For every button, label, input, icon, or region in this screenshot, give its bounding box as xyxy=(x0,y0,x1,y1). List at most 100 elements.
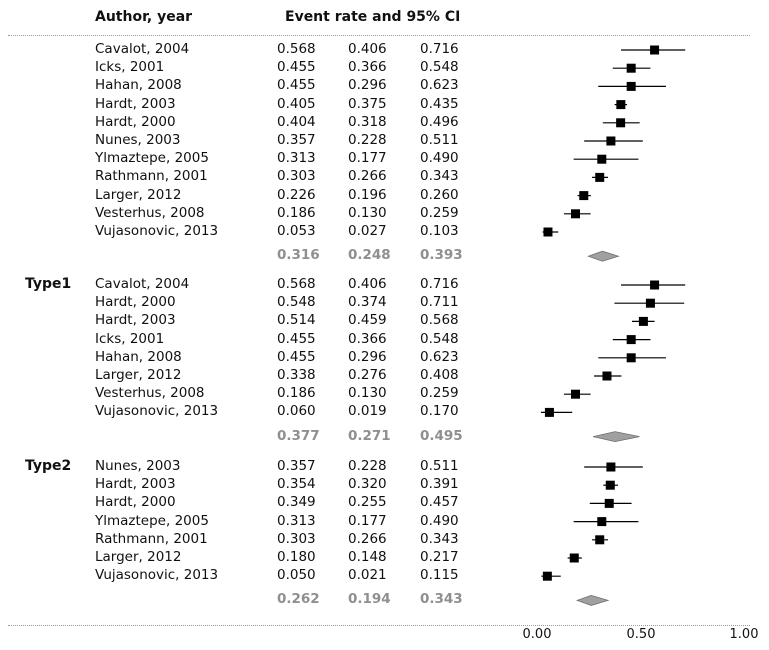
x-tick-label: 1.00 xyxy=(729,627,759,642)
event-rate: 0.186 xyxy=(277,204,316,221)
study-name: Larger, 2012 xyxy=(95,186,182,203)
lower-limit: 0.255 xyxy=(348,494,387,511)
summary-upper: 0.343 xyxy=(420,591,463,608)
study-name: Vesterhus, 2008 xyxy=(95,385,205,402)
lower-limit: 0.148 xyxy=(348,549,387,565)
upper-limit: 0.343 xyxy=(420,530,459,547)
event-rate: 0.313 xyxy=(277,512,316,529)
point-estimate-marker xyxy=(626,353,636,363)
study-name: Hardt, 2000 xyxy=(95,494,176,511)
event-rate: 0.180 xyxy=(277,549,316,565)
lower-limit: 0.318 xyxy=(348,113,387,130)
upper-limit: 0.259 xyxy=(420,385,459,402)
summary-lower: 0.248 xyxy=(348,247,391,264)
lower-limit: 0.177 xyxy=(348,150,387,167)
point-estimate-marker xyxy=(544,407,554,417)
point-estimate-marker xyxy=(569,553,579,563)
study-name: Vujasonovic, 2013 xyxy=(95,223,219,239)
point-estimate-marker xyxy=(626,335,636,345)
event-rate: 0.514 xyxy=(277,312,316,329)
upper-limit: 0.408 xyxy=(420,367,459,383)
upper-limit: 0.548 xyxy=(420,59,459,76)
summary-rate: 0.377 xyxy=(277,427,320,444)
lower-limit: 0.196 xyxy=(348,186,387,203)
point-estimate-marker xyxy=(650,280,660,290)
point-estimate-marker xyxy=(571,209,581,219)
point-estimate-marker xyxy=(571,389,581,399)
lower-limit: 0.130 xyxy=(348,385,387,402)
lower-limit: 0.228 xyxy=(348,132,387,148)
study-name: Vujasonovic, 2013 xyxy=(95,403,219,420)
event-rate: 0.404 xyxy=(277,113,316,130)
event-rate: 0.455 xyxy=(277,348,316,365)
lower-limit: 0.459 xyxy=(348,312,387,329)
point-estimate-marker xyxy=(626,81,636,91)
study-name: Rathmann, 2001 xyxy=(95,530,208,547)
study-name: Cavalot, 2004 xyxy=(95,276,190,292)
event-rate: 0.060 xyxy=(277,403,316,420)
summary-upper: 0.393 xyxy=(420,247,463,264)
event-rate: 0.455 xyxy=(277,77,316,94)
lower-limit: 0.266 xyxy=(348,168,387,185)
point-estimate-marker xyxy=(604,498,614,508)
bottom-divider xyxy=(8,625,750,626)
lower-limit: 0.296 xyxy=(348,348,387,365)
study-name: Nunes, 2003 xyxy=(95,132,181,148)
group-label: Type2 xyxy=(25,458,72,474)
study-name: Vujasonovic, 2013 xyxy=(95,567,219,584)
point-estimate-marker xyxy=(650,45,660,55)
event-rate: 0.303 xyxy=(277,168,316,185)
lower-limit: 0.374 xyxy=(348,294,387,311)
event-rate: 0.357 xyxy=(277,458,316,474)
lower-limit: 0.027 xyxy=(348,223,387,239)
event-rate: 0.405 xyxy=(277,95,316,112)
lower-limit: 0.296 xyxy=(348,77,387,94)
point-estimate-marker xyxy=(579,191,589,201)
lower-limit: 0.019 xyxy=(348,403,387,420)
summary-upper: 0.495 xyxy=(420,427,463,444)
point-estimate-marker xyxy=(606,136,616,146)
lower-limit: 0.228 xyxy=(348,458,387,474)
study-name: Larger, 2012 xyxy=(95,367,182,383)
upper-limit: 0.623 xyxy=(420,348,459,365)
event-rate: 0.338 xyxy=(277,367,316,383)
summary-diamond xyxy=(587,250,620,262)
point-estimate-marker xyxy=(597,517,607,527)
point-estimate-marker xyxy=(595,172,605,182)
study-name: Hardt, 2000 xyxy=(95,294,176,311)
point-estimate-marker xyxy=(606,462,616,472)
summary-diamond xyxy=(575,594,610,606)
upper-limit: 0.548 xyxy=(420,330,459,347)
event-rate: 0.050 xyxy=(277,567,316,584)
upper-limit: 0.511 xyxy=(420,458,459,474)
upper-limit: 0.457 xyxy=(420,494,459,511)
lower-limit: 0.276 xyxy=(348,367,387,383)
upper-limit: 0.623 xyxy=(420,77,459,94)
point-estimate-marker xyxy=(602,371,612,381)
study-name: Icks, 2001 xyxy=(95,59,165,76)
study-name: Larger, 2012 xyxy=(95,549,182,565)
event-rate: 0.455 xyxy=(277,59,316,76)
lower-limit: 0.266 xyxy=(348,530,387,547)
lower-limit: 0.366 xyxy=(348,330,387,347)
point-estimate-marker xyxy=(597,154,607,164)
summary-lower: 0.271 xyxy=(348,427,391,444)
study-name: Hahan, 2008 xyxy=(95,77,182,94)
upper-limit: 0.260 xyxy=(420,186,459,203)
study-name: Cavalot, 2004 xyxy=(95,41,190,57)
lower-limit: 0.021 xyxy=(348,567,387,584)
upper-limit: 0.490 xyxy=(420,150,459,167)
upper-limit: 0.711 xyxy=(420,294,459,311)
event-rate-ci-header: Event rate and 95% CI xyxy=(285,9,461,25)
event-rate: 0.303 xyxy=(277,530,316,547)
point-estimate-marker xyxy=(616,118,626,128)
upper-limit: 0.217 xyxy=(420,549,459,565)
upper-limit: 0.511 xyxy=(420,132,459,148)
upper-limit: 0.568 xyxy=(420,312,459,329)
event-rate: 0.357 xyxy=(277,132,316,148)
event-rate: 0.313 xyxy=(277,150,316,167)
lower-limit: 0.130 xyxy=(348,204,387,221)
event-rate: 0.349 xyxy=(277,494,316,511)
lower-limit: 0.366 xyxy=(348,59,387,76)
upper-limit: 0.115 xyxy=(420,567,459,584)
